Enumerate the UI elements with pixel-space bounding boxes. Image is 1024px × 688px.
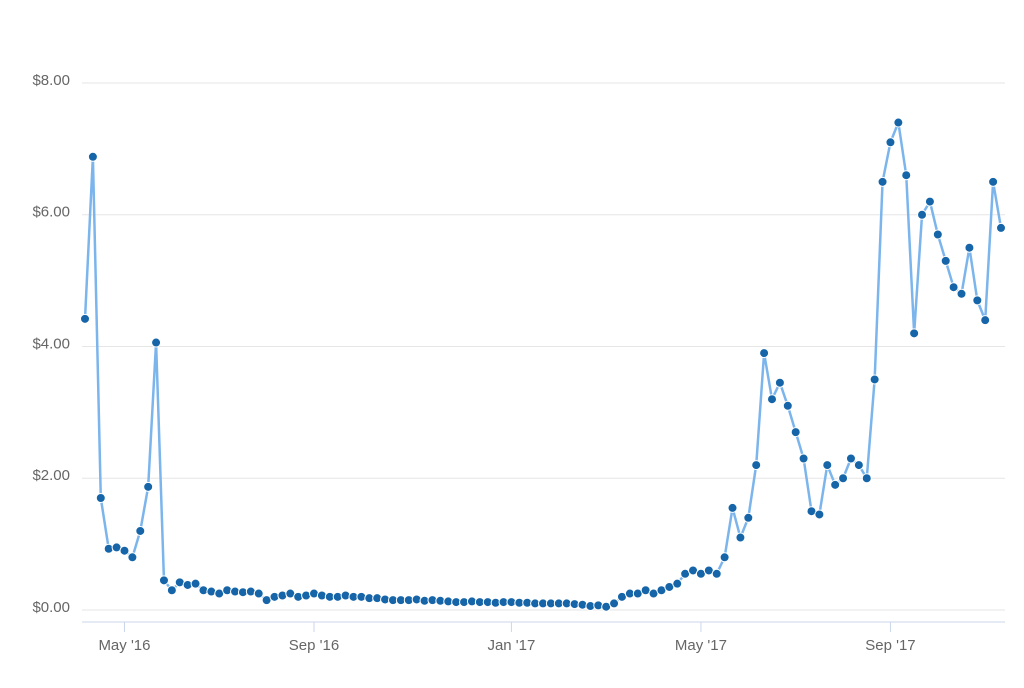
data-point: [988, 176, 999, 187]
y-tick-label: $6.00: [32, 204, 70, 221]
y-tick-label: $2.00: [32, 467, 70, 484]
data-point: [853, 460, 864, 471]
x-tick-label: May '16: [98, 637, 150, 654]
x-tick-label: May '17: [675, 637, 727, 654]
data-point: [964, 242, 975, 253]
data-point: [609, 598, 620, 609]
data-point: [932, 229, 943, 240]
data-point: [845, 453, 856, 464]
data-point: [948, 282, 959, 293]
data-point: [711, 568, 722, 579]
data-point: [87, 151, 98, 162]
data-point: [830, 479, 841, 490]
data-point: [672, 578, 683, 589]
price-line: [83, 117, 1003, 608]
y-tick-label: $8.00: [32, 72, 70, 89]
data-point: [924, 196, 935, 207]
data-point: [798, 453, 809, 464]
data-point: [956, 288, 967, 299]
data-point: [774, 377, 785, 388]
y-tick-label: $0.00: [32, 599, 70, 616]
data-point: [719, 552, 730, 563]
data-point: [119, 545, 130, 556]
data-point: [940, 255, 951, 266]
data-point: [743, 512, 754, 523]
data-point: [80, 313, 90, 324]
data-point: [735, 532, 746, 543]
x-tick-label: Jan '17: [487, 637, 535, 654]
x-tick-label: Sep '17: [865, 637, 915, 654]
data-point: [822, 460, 833, 471]
data-point: [135, 525, 146, 536]
data-point: [759, 348, 770, 359]
data-point: [909, 328, 920, 339]
data-point: [838, 473, 849, 484]
data-point: [885, 137, 896, 148]
data-point: [814, 509, 825, 520]
data-point: [893, 117, 904, 128]
data-point: [782, 400, 793, 411]
data-point: [127, 552, 138, 563]
data-point: [158, 575, 169, 586]
data-point: [727, 502, 738, 513]
data-point: [143, 481, 154, 492]
data-point: [980, 315, 991, 326]
data-point: [917, 209, 928, 220]
data-point: [190, 578, 201, 589]
data-point: [901, 170, 912, 181]
data-point: [95, 493, 106, 504]
y-tick-label: $4.00: [32, 335, 70, 352]
x-tick-label: Sep '16: [289, 637, 339, 654]
data-point: [861, 473, 872, 484]
data-point: [767, 394, 777, 405]
data-point: [996, 222, 1006, 233]
data-point: [751, 460, 762, 471]
data-point: [151, 337, 162, 348]
data-point: [972, 295, 983, 306]
data-point: [877, 176, 888, 187]
data-point: [166, 585, 177, 596]
data-point: [790, 427, 801, 438]
data-point: [253, 588, 264, 599]
data-point: [869, 374, 880, 385]
